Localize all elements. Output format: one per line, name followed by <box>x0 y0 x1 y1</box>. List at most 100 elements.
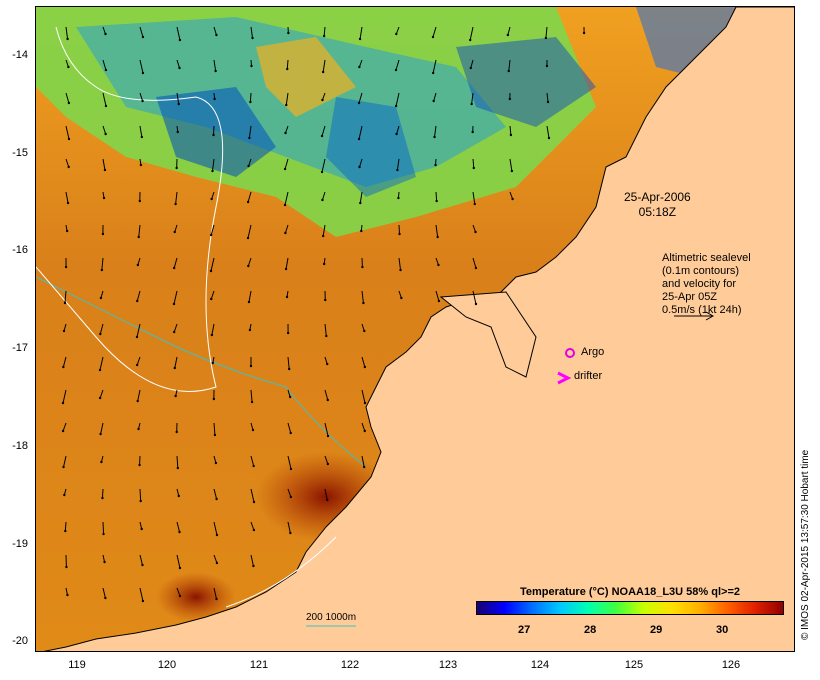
velocity-arrow-head <box>437 299 441 303</box>
velocity-arrow-head <box>212 397 216 401</box>
velocity-arrow-head <box>175 166 178 170</box>
velocity-arrow-head <box>213 433 217 437</box>
velocity-arrow <box>176 521 181 533</box>
velocity-arrow-head <box>210 197 213 201</box>
velocity-arrow <box>247 224 252 239</box>
velocity-arrow-head <box>247 264 250 268</box>
velocity-arrow <box>213 587 217 600</box>
velocity-arrow-head <box>246 200 250 204</box>
velocity-arrow <box>398 257 402 271</box>
velocity-arrow-head <box>138 199 141 203</box>
altimetry-line: (0.1m contours) <box>662 265 740 277</box>
velocity-arrow-head <box>139 499 142 503</box>
velocity-arrows <box>61 26 586 603</box>
altimetry-line: 25-Apr 05Z <box>662 291 718 303</box>
velocity-arrow-head <box>103 560 106 564</box>
velocity-arrow <box>287 521 291 534</box>
velocity-arrow <box>62 389 67 404</box>
velocity-arrow <box>287 389 291 398</box>
velocity-arrow <box>212 158 215 172</box>
velocity-arrow-head <box>64 529 67 533</box>
velocity-arrow-head <box>287 367 291 371</box>
velocity-arrow-head <box>506 33 510 37</box>
velocity-arrow <box>174 224 178 233</box>
colorbar-tick: 28 <box>584 624 597 636</box>
velocity-arrow-head <box>361 265 364 269</box>
velocity-arrow <box>137 389 141 402</box>
velocity-arrow <box>361 356 366 368</box>
velocity-arrow <box>102 521 105 535</box>
velocity-arrow-head <box>65 229 69 233</box>
velocity-arrow-head <box>473 202 476 206</box>
velocity-arrow-head <box>141 71 145 75</box>
velocity-arrow <box>284 191 289 206</box>
velocity-arrow-head <box>252 564 255 568</box>
velocity-arrow-head <box>172 302 176 306</box>
velocity-arrow-head <box>174 202 177 206</box>
velocity-arrow-head <box>546 100 550 104</box>
velocity-arrow-head <box>510 169 514 173</box>
velocity-arrow-head <box>98 396 102 400</box>
velocity-arrow <box>65 125 70 140</box>
velocity-arrow <box>213 521 218 536</box>
velocity-arrow <box>507 26 511 36</box>
velocity-arrow-head <box>284 231 287 235</box>
velocity-arrow <box>136 356 141 366</box>
velocity-arrow-head <box>212 133 215 137</box>
velocity-arrow <box>509 158 513 172</box>
velocity-arrow <box>324 389 329 401</box>
velocity-arrow-head <box>209 233 213 237</box>
velocity-arrow-head <box>210 297 213 301</box>
altimetry-line: Altimetric sealevel <box>662 252 751 264</box>
lon-tick: 119 <box>68 659 86 671</box>
velocity-arrow-head <box>248 328 252 332</box>
velocity-arrow-head <box>322 262 326 266</box>
velocity-arrow <box>175 191 178 205</box>
lat-tick: -14 <box>12 49 28 61</box>
velocity-arrow <box>139 26 144 38</box>
velocity-arrow-head <box>320 134 324 138</box>
velocity-arrow-head <box>61 401 65 405</box>
lat-tick: -16 <box>12 244 28 256</box>
velocity-arrow <box>435 257 439 266</box>
velocity-arrow <box>213 455 217 464</box>
velocity-arrow <box>62 422 67 432</box>
velocity-arrow-head <box>251 36 254 40</box>
velocity-arrow-head <box>324 298 327 302</box>
velocity-arrow-head <box>61 429 65 433</box>
velocity-arrow-head <box>63 301 67 305</box>
velocity-arrow <box>250 422 254 431</box>
velocity-arrow <box>395 26 400 35</box>
velocity-arrow-head <box>507 69 510 73</box>
velocity-arrow <box>248 158 252 167</box>
velocity-arrow-head <box>508 97 512 101</box>
velocity-arrow-head <box>252 528 256 532</box>
velocity-arrow-head <box>321 70 325 74</box>
velocity-arrow-head <box>100 268 104 272</box>
velocity-arrow <box>432 59 437 74</box>
velocity-arrow <box>395 59 400 71</box>
velocity-arrow <box>509 191 514 200</box>
velocity-arrow-head <box>104 32 107 36</box>
velocity-arrow <box>213 26 217 36</box>
velocity-arrow-head <box>215 561 219 565</box>
velocity-arrow <box>472 158 475 169</box>
velocity-arrow-head <box>362 301 365 305</box>
velocity-arrow <box>249 92 252 103</box>
velocity-arrow-head <box>101 496 104 500</box>
velocity-arrow <box>211 323 215 336</box>
velocity-arrow <box>101 488 104 499</box>
velocity-arrow <box>213 422 216 436</box>
contour-200m <box>36 26 224 392</box>
velocity-arrow <box>324 356 328 365</box>
velocity-arrow-head <box>284 131 287 135</box>
velocity-arrow-head <box>248 136 251 140</box>
velocity-arrow <box>433 92 437 102</box>
map-canvas <box>36 7 794 651</box>
velocity-arrow <box>139 125 143 138</box>
lat-tick: -17 <box>12 342 28 354</box>
velocity-arrow-head <box>211 361 214 365</box>
argo-marker <box>565 348 575 358</box>
velocity-arrow-head <box>472 166 475 170</box>
velocity-arrow <box>139 59 144 74</box>
